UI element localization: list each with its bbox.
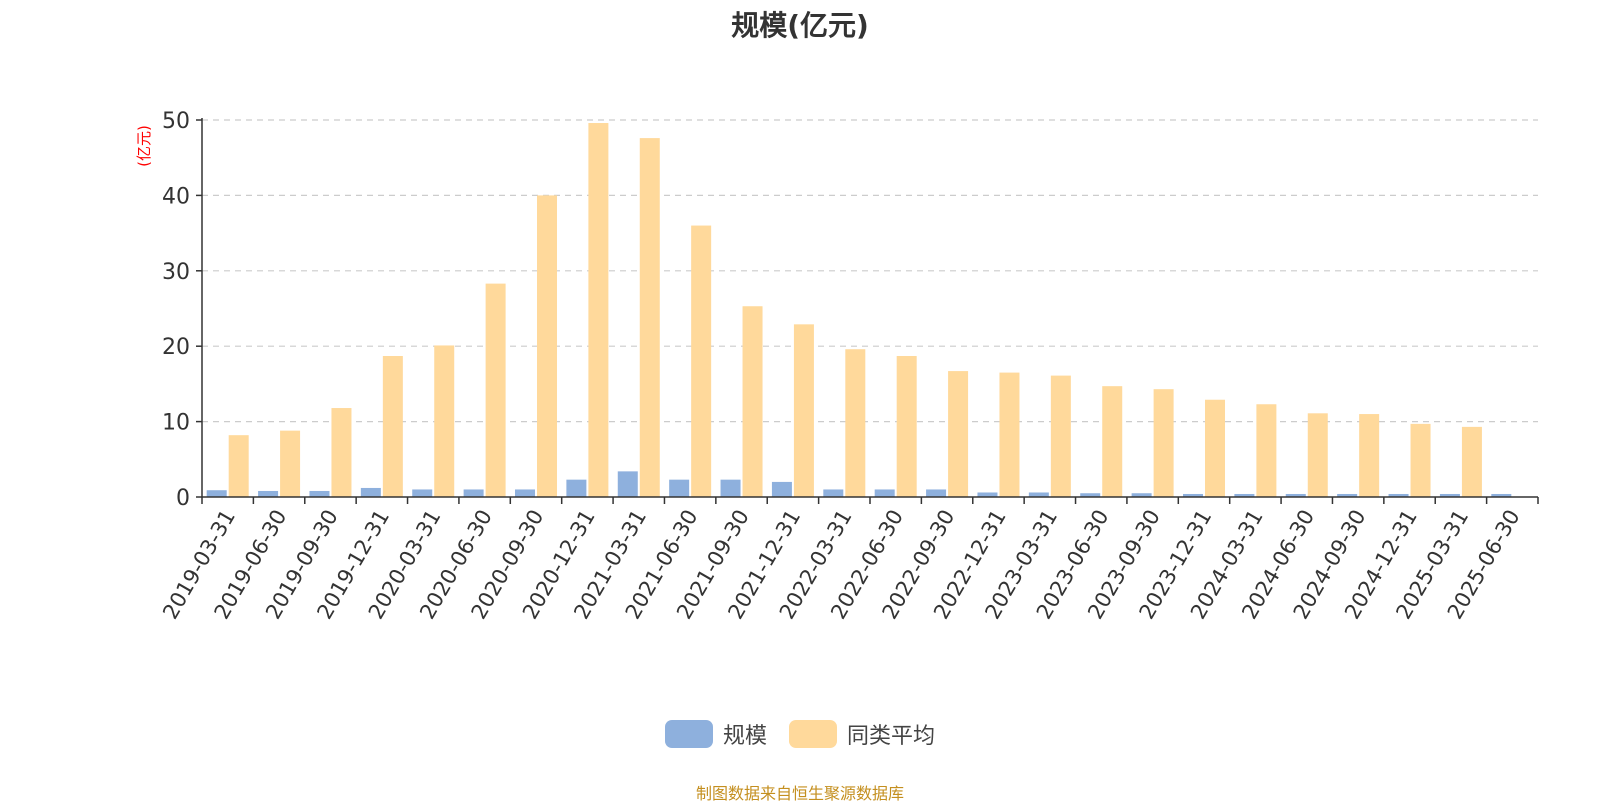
bar-scale <box>309 490 330 497</box>
bar-peer-average <box>382 356 403 497</box>
y-tick-label: 0 <box>176 486 190 511</box>
bar-peer-average <box>1205 399 1225 497</box>
bar-peer-average <box>639 138 660 497</box>
bar-scale <box>874 489 895 497</box>
bar-peer-average <box>537 195 557 497</box>
bar-peer-average <box>742 306 763 497</box>
bar-scale <box>823 489 844 497</box>
bar-scale <box>617 471 638 497</box>
bar-peer-average <box>228 435 249 497</box>
bar-peer-average <box>691 225 712 497</box>
bar-scale <box>926 489 947 497</box>
bar-scale <box>669 479 690 497</box>
bar-scale <box>360 487 381 497</box>
y-tick-label: 40 <box>162 184 190 209</box>
bar-peer-average <box>588 123 609 498</box>
bar-peer-average <box>1410 423 1431 497</box>
bar-peer-average <box>434 345 455 497</box>
bar-scale <box>412 489 433 497</box>
bar-peer-average <box>999 372 1020 497</box>
bar-scale <box>771 481 792 497</box>
y-tick-label: 10 <box>162 411 190 436</box>
legend-label-scale: 规模 <box>722 724 767 749</box>
bar-scale <box>566 479 587 497</box>
bar-chart: 01020304050(亿元)2019-03-312019-06-302019-… <box>135 109 1539 623</box>
legend-swatch-peer-average <box>789 720 837 748</box>
legend-swatch-scale <box>664 720 713 748</box>
legend-item-scale[interactable]: 规模 <box>664 718 767 750</box>
y-tick-label: 30 <box>162 260 190 285</box>
bar-scale <box>463 489 484 497</box>
bar-peer-average <box>280 430 301 497</box>
legend-label-peer-average: 同类平均 <box>847 724 936 749</box>
bar-peer-average <box>1102 386 1123 497</box>
bar-peer-average <box>896 356 917 497</box>
bar-scale <box>977 492 998 497</box>
bar-peer-average <box>948 371 969 497</box>
bar-peer-average <box>1307 413 1328 497</box>
bar-scale <box>258 490 279 497</box>
bar-peer-average <box>1256 404 1277 497</box>
bar-scale <box>1285 493 1306 497</box>
bar-scale <box>1080 493 1101 497</box>
y-tick-label: 20 <box>162 335 190 360</box>
legend: 规模 同类平均 <box>0 718 1600 750</box>
bar-scale <box>515 489 535 497</box>
bar-peer-average <box>793 324 814 497</box>
bar-peer-average <box>331 408 352 497</box>
bar-scale <box>1337 493 1358 497</box>
bar-scale <box>1028 492 1049 497</box>
bar-scale <box>1131 493 1152 497</box>
source-note: 制图数据来自恒生聚源数据库 <box>695 784 904 803</box>
bar-peer-average <box>845 349 866 497</box>
bar-scale <box>1439 493 1460 497</box>
y-tick-label: 50 <box>162 109 190 134</box>
bar-scale <box>1234 493 1255 497</box>
bar-peer-average <box>1461 426 1482 497</box>
bar-scale <box>720 479 741 497</box>
bar-peer-average <box>1153 389 1174 497</box>
bar-scale <box>1388 493 1409 497</box>
bar-peer-average <box>1359 414 1380 497</box>
legend-item-peer-average[interactable]: 同类平均 <box>789 718 935 750</box>
bar-scale <box>1183 493 1203 497</box>
y-axis-title: (亿元) <box>135 125 153 167</box>
bar-peer-average <box>1050 375 1071 497</box>
bar-scale <box>206 490 227 497</box>
bar-scale <box>1491 493 1512 497</box>
chart-title: 规模(亿元) <box>731 9 869 42</box>
bar-peer-average <box>485 283 506 497</box>
